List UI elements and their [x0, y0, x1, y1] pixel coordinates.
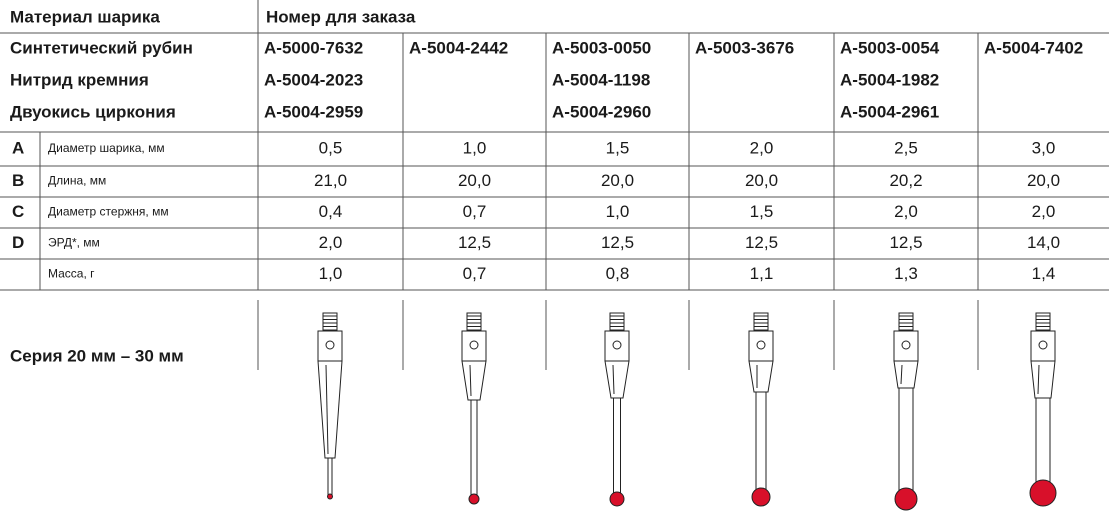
stylus-part: [755, 391, 767, 491]
spec-label: Диаметр шарика, мм: [48, 141, 165, 155]
spec-value: 21,0: [314, 171, 347, 190]
stylus: [893, 312, 919, 511]
stylus-part: [327, 493, 333, 500]
spec-key: B: [12, 171, 24, 190]
stylus-part: [1038, 340, 1048, 350]
order-code: A-5004-1982: [840, 70, 939, 89]
stylus: [604, 312, 630, 507]
order-code: A-5003-0050: [552, 38, 651, 57]
spec-value: 0,5: [319, 138, 343, 157]
stylus-part: [1029, 479, 1057, 507]
stylus-part: [613, 397, 621, 495]
order-code: A-5004-2442: [409, 38, 508, 57]
stylus-part: [901, 340, 911, 350]
order-code: A-5003-3676: [695, 38, 794, 57]
order-code: A-5004-2959: [264, 102, 363, 121]
spec-key: C: [12, 202, 24, 221]
order-code: A-5004-2960: [552, 102, 651, 121]
material-name: Нитрид кремния: [10, 70, 149, 89]
header-order: Номер для заказа: [266, 7, 416, 26]
stylus-part: [469, 340, 479, 350]
spec-value: 3,0: [1032, 138, 1056, 157]
stylus: [1029, 312, 1057, 507]
stylus-part: [900, 364, 903, 385]
spec-value: 20,0: [1027, 171, 1060, 190]
spec-label: Длина, мм: [48, 174, 106, 188]
stylus: [461, 312, 487, 505]
stylus-part: [751, 487, 771, 507]
stylus-part: [327, 457, 333, 497]
spec-key: A: [12, 138, 24, 157]
stylus-part: [1030, 360, 1056, 399]
spec-label: Диаметр стержня, мм: [48, 205, 169, 219]
spec-key: D: [12, 233, 24, 252]
spec-value: 2,5: [894, 138, 918, 157]
spec-value: 1,0: [319, 264, 343, 283]
series-label: Серия 20 мм – 30 мм: [10, 346, 184, 365]
stylus-part: [748, 360, 774, 393]
spec-value: 2,0: [319, 233, 343, 252]
order-code: A-5004-2961: [840, 102, 939, 121]
stylus-part: [604, 360, 630, 399]
stylus-part: [325, 340, 335, 350]
spec-value: 2,0: [894, 202, 918, 221]
order-code: A-5003-0054: [840, 38, 940, 57]
order-code: A-5004-2023: [264, 70, 363, 89]
stylus-part: [898, 387, 914, 491]
spec-value: 20,2: [889, 171, 922, 190]
stylus-part: [470, 399, 478, 497]
spec-value: 2,0: [750, 138, 774, 157]
spec-value: 1,5: [750, 202, 774, 221]
spec-value: 20,0: [458, 171, 491, 190]
spec-value: 12,5: [745, 233, 778, 252]
spec-value: 0,8: [606, 264, 630, 283]
stylus-part: [325, 364, 329, 455]
spec-value: 1,0: [606, 202, 630, 221]
stylus: [317, 312, 343, 500]
stylus-part: [469, 364, 472, 397]
stylus-part: [468, 493, 480, 505]
spec-value: 0,7: [463, 202, 487, 221]
stylus-part: [612, 364, 615, 395]
spec-value: 0,4: [319, 202, 343, 221]
material-name: Двуокись циркония: [10, 102, 176, 121]
spec-label: ЭРД*, мм: [48, 236, 100, 250]
stylus-part: [893, 360, 919, 389]
spec-value: 12,5: [601, 233, 634, 252]
spec-value: 2,0: [1032, 202, 1056, 221]
spec-value: 14,0: [1027, 233, 1060, 252]
spec-label: Масса, г: [48, 267, 95, 281]
spec-value: 20,0: [601, 171, 634, 190]
stylus-part: [612, 340, 622, 350]
stylus-part: [894, 487, 918, 511]
stylus-part: [461, 360, 487, 401]
spec-value: 1,3: [894, 264, 918, 283]
stylus-part: [756, 340, 766, 350]
spec-value: 1,1: [750, 264, 774, 283]
spec-value: 12,5: [889, 233, 922, 252]
material-name: Синтетический рубин: [10, 38, 193, 57]
stylus: [748, 312, 774, 507]
spec-value: 1,0: [463, 138, 487, 157]
spec-value: 20,0: [745, 171, 778, 190]
order-code: A-5004-7402: [984, 38, 1083, 57]
spec-value: 0,7: [463, 264, 487, 283]
header-material: Материал шарика: [10, 7, 160, 26]
spec-value: 12,5: [458, 233, 491, 252]
stylus-part: [609, 491, 625, 507]
spec-value: 1,4: [1032, 264, 1056, 283]
order-code: A-5004-1198: [552, 70, 650, 89]
spec-value: 1,5: [606, 138, 630, 157]
stylus-part: [1037, 364, 1040, 395]
stylus-part: [317, 360, 343, 459]
order-code: A-5000-7632: [264, 38, 363, 57]
stylus-part: [1035, 397, 1051, 483]
